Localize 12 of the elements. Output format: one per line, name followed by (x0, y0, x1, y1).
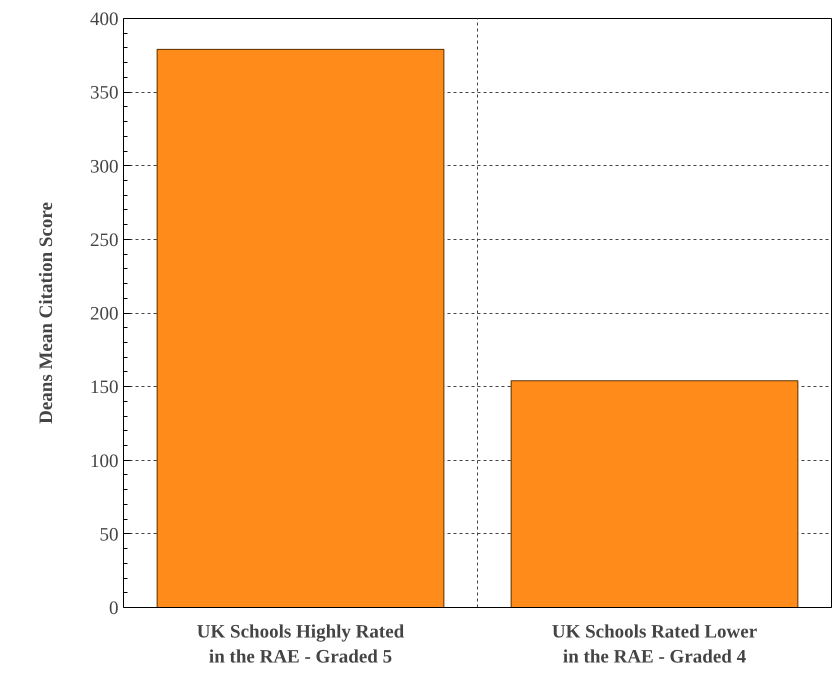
y-axis-title: Deans Mean Citation Score (36, 202, 57, 424)
y-tick-label: 200 (90, 304, 118, 324)
y-tick-label: 50 (100, 524, 118, 546)
y-tick-label: 300 (90, 156, 118, 178)
y-tick-label: 250 (90, 230, 118, 251)
y-tick-label: 0 (109, 598, 118, 619)
y-tick-label: 350 (90, 82, 118, 104)
y-tick-label: 100 (90, 450, 118, 472)
y-tick-label: 400 (90, 9, 118, 30)
x-tick-label: UK Schools Rated Lower in the RAE - Graded 4 (552, 622, 758, 668)
y-tick-label: 150 (90, 377, 118, 398)
x-tick-label: UK Schools Highly Rated in the RAE - Graded 5 (196, 622, 405, 668)
